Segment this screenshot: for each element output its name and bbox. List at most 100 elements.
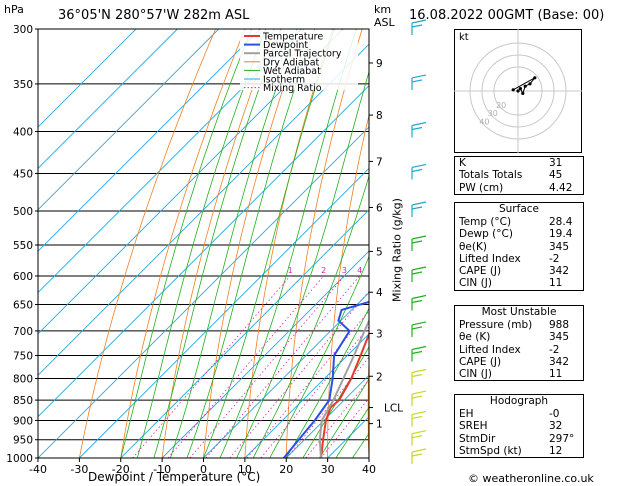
wind-barb-flag (411, 240, 423, 244)
mixing-ratio-line (320, 397, 369, 458)
index-row: CAPE (J) 342 (455, 265, 583, 277)
wet-adiabat (219, 29, 357, 458)
mixing-ratio-label: 6 (379, 266, 384, 275)
wind-barb-flag (411, 299, 423, 304)
index-label: EH (459, 408, 474, 420)
pressure-tick-label: 650 (13, 300, 33, 312)
index-label: CIN (J) (459, 368, 492, 381)
x-axis-label: Dewpoint / Temperature (°C) (88, 470, 261, 484)
surface-box: Surface Temp (°C) 28.4 Dewp (°C) 19.4 θe(K) 3… (454, 202, 584, 291)
isotherm-line (38, 43, 369, 376)
mixing-ratio-label: 4 (357, 266, 362, 275)
hodograph-point (518, 87, 522, 91)
hodograph-point (511, 88, 515, 92)
legend-box (240, 30, 358, 90)
pressure-tick-label: 800 (13, 373, 33, 385)
wet-adiabat (335, 406, 369, 458)
wind-barb-flag (411, 121, 427, 127)
index-value: 342 (549, 265, 570, 278)
wind-barb-flag (411, 390, 427, 395)
hodograph-point (528, 82, 532, 86)
hodograph-point (533, 76, 537, 80)
km-tick-label: 7 (376, 156, 383, 168)
most-unstable-box: Most Unstable Pressure (mb) 988 θe (K) 345 L… (454, 305, 584, 382)
wind-barb-flag (411, 271, 423, 275)
km-tick-label: 1 (376, 419, 383, 431)
wind-barb-flag (411, 126, 423, 131)
dry-adiabat (79, 29, 216, 458)
hodograph-table-box: Hodograph EH -0 SREH 32 StmDir 297° StmSpd (kt… (454, 394, 584, 459)
x-tick-label: -30 (70, 463, 88, 476)
index-label: Temp (°C) (459, 216, 512, 228)
pressure-tick-label: 950 (13, 435, 33, 447)
index-row: K 31 (455, 157, 583, 169)
wind-barb-flag (411, 345, 427, 351)
wind-barb-flag (411, 294, 427, 300)
x-tick-label: 40 (362, 463, 376, 476)
isotherm-line (161, 250, 369, 458)
km-tick-label: 5 (376, 246, 383, 258)
parcel-curve (318, 318, 369, 458)
isotherm-line (203, 291, 369, 458)
x-tick-label: 30 (321, 463, 335, 476)
datetime-title: 16.08.2022 00GMT (Base: 00) (409, 8, 605, 23)
x-tick-label: 20 (279, 463, 293, 476)
pressure-tick-label: 400 (13, 127, 33, 139)
km-tick-label: 8 (376, 110, 383, 122)
wet-adiabat (153, 29, 282, 458)
wind-barb-flag (411, 235, 427, 240)
isotherm-line (38, 29, 178, 170)
index-label: Lifted Index (459, 252, 521, 265)
index-row: Lifted Index -2 (455, 344, 583, 356)
wind-barb-flag (411, 350, 423, 355)
index-row: Totals Totals 45 (455, 169, 583, 181)
isotherm-line (38, 126, 369, 458)
hodograph-ring-label: 30 (488, 109, 498, 118)
index-row: EH -0 (455, 408, 583, 420)
index-value: 342 (549, 355, 570, 368)
dry-adiabat (203, 29, 304, 458)
wet-adiabat (302, 346, 369, 458)
mixing-ratio-line (205, 275, 360, 458)
x-tick-label: 10 (238, 463, 252, 476)
mixing-ratio-line (229, 290, 369, 458)
index-value: 28.4 (549, 216, 573, 228)
index-value: 297° (549, 432, 575, 445)
index-label: StmSpd (kt) (459, 444, 522, 457)
index-value: 11 (549, 277, 563, 290)
x-tick-label: -40 (29, 463, 47, 476)
index-value: 32 (549, 420, 563, 433)
wet-adiabat (252, 174, 369, 458)
footer-credit: © weatheronline.co.uk (468, 472, 594, 485)
isotherm-line (79, 167, 369, 458)
legend-entry: Dry Adiabat (263, 57, 320, 68)
wind-barb-flag (411, 201, 427, 206)
index-row: StmSpd (kt) 12 (455, 445, 583, 457)
hodograph-unit: kt (459, 32, 469, 43)
index-label: θe (K) (459, 331, 491, 344)
index-value: 11 (549, 368, 563, 381)
index-label: Dewp (°C) (459, 228, 513, 241)
x-tick-label: -10 (153, 463, 171, 476)
index-row: θe (K) 345 (455, 331, 583, 343)
surface-title: Surface (498, 203, 539, 215)
km-tick-label: 3 (376, 328, 383, 340)
wind-barb-flag (411, 368, 427, 374)
wind-barb-flag (411, 24, 423, 28)
hodograph-point (523, 84, 527, 88)
wet-adiabat (319, 378, 369, 458)
index-label: Pressure (mb) (459, 319, 533, 331)
pressure-tick-label: 550 (13, 240, 33, 252)
wet-adiabat (236, 70, 369, 458)
mixing-ratio-axis-label: Mixing Ratio (g/kg) (390, 198, 404, 302)
mixing-ratio-label: 15 (431, 266, 441, 275)
index-value: 345 (549, 331, 570, 344)
hodograph-ring-label: 40 (479, 118, 489, 127)
isotherm-line (285, 374, 369, 458)
dry-adiabat (587, 29, 618, 458)
index-row: Lifted Index -2 (455, 253, 583, 265)
lcl-label: LCL (384, 403, 403, 415)
km-tick-label: 2 (376, 371, 383, 383)
dry-adiabat (161, 29, 275, 458)
